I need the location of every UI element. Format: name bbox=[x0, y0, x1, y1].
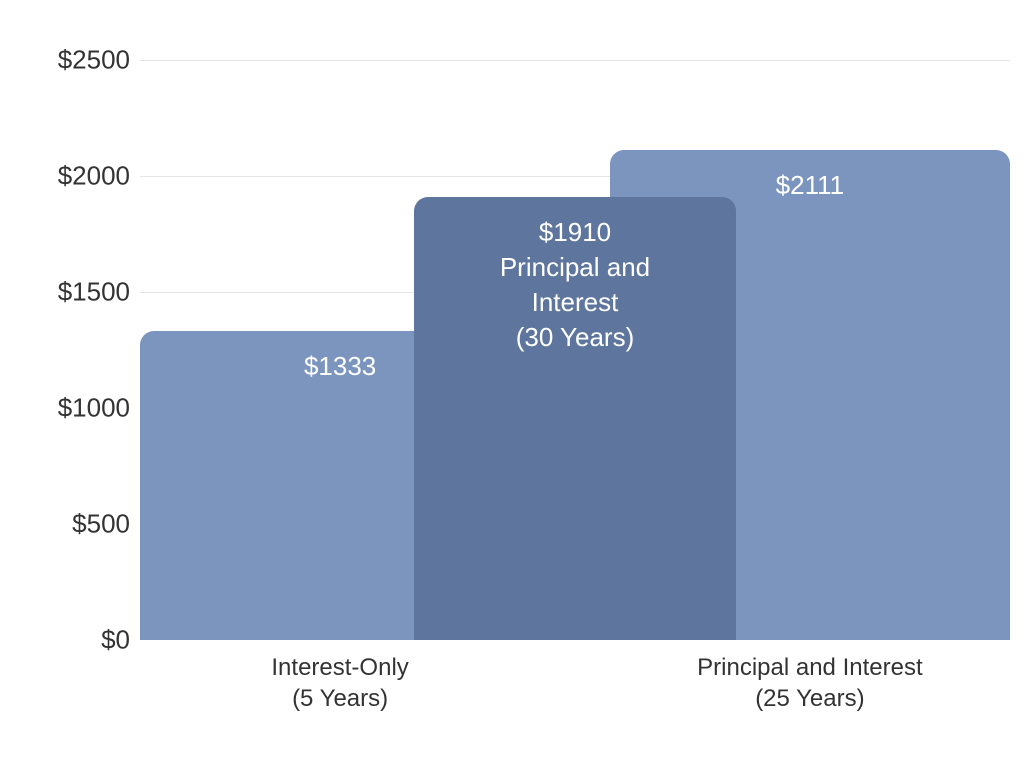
bar-principal-interest-30yr: $1910Principal andInterest(30 Years) bbox=[414, 197, 736, 640]
y-tick-label: $1500 bbox=[20, 277, 130, 308]
loan-payment-bar-chart: $1333$2111$1910Principal andInterest(30 … bbox=[0, 0, 1024, 768]
bar-label-principal-interest-30yr: $1910Principal andInterest(30 Years) bbox=[414, 215, 736, 355]
y-tick-label: $2500 bbox=[20, 45, 130, 76]
y-tick-label: $500 bbox=[20, 509, 130, 540]
y-tick-label: $2000 bbox=[20, 161, 130, 192]
x-category-label: Interest-Only(5 Years) bbox=[160, 652, 520, 714]
x-category-label: Principal and Interest(25 Years) bbox=[630, 652, 990, 714]
gridline bbox=[140, 60, 1010, 61]
y-tick-label: $1000 bbox=[20, 393, 130, 424]
plot-area: $1333$2111$1910Principal andInterest(30 … bbox=[140, 60, 1010, 640]
y-tick-label: $0 bbox=[20, 625, 130, 656]
